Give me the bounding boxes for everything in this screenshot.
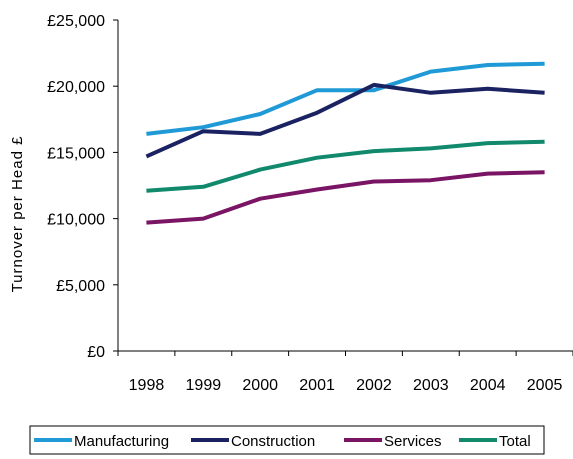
legend-label: Services bbox=[384, 433, 442, 450]
y-axis-ticks: £0 £5,000 £10,000 £15,000 £20,000 £25,000 bbox=[47, 13, 118, 361]
legend-label: Total bbox=[499, 433, 531, 450]
x-tick-label: 2003 bbox=[413, 377, 449, 394]
x-tick-label: 1999 bbox=[186, 377, 222, 394]
y-tick-label: £15,000 bbox=[47, 145, 105, 162]
legend: Manufacturing Construction Services Total bbox=[29, 425, 545, 455]
legend-label: Construction bbox=[231, 433, 315, 450]
series-line-total bbox=[146, 139, 545, 193]
series-line-construction bbox=[145, 82, 545, 159]
y-axis-title: Turnover per Head £ bbox=[9, 136, 26, 293]
y-tick-label: £25,000 bbox=[47, 13, 105, 30]
x-tick-label: 2002 bbox=[356, 377, 392, 394]
y-tick-label: £5,000 bbox=[56, 278, 105, 295]
y-tick-label: £20,000 bbox=[47, 79, 105, 96]
y-tick-label: £10,000 bbox=[47, 212, 105, 229]
x-tick-label: 2005 bbox=[527, 377, 563, 394]
series-line-services bbox=[146, 170, 545, 225]
x-tick-label: 2000 bbox=[242, 377, 278, 394]
series-line-manufacturing bbox=[146, 61, 545, 136]
x-tick-label: 1998 bbox=[129, 377, 165, 394]
y-tick-label: £0 bbox=[87, 344, 105, 361]
legend-box bbox=[29, 425, 545, 455]
x-axis-ticks: 1998 1999 2000 2001 2002 2003 2004 2005 bbox=[117, 351, 573, 394]
legend-label: Manufacturing bbox=[74, 433, 169, 450]
x-tick-label: 2004 bbox=[470, 377, 506, 394]
x-tick-label: 2001 bbox=[299, 377, 335, 394]
series-lines bbox=[145, 61, 545, 225]
